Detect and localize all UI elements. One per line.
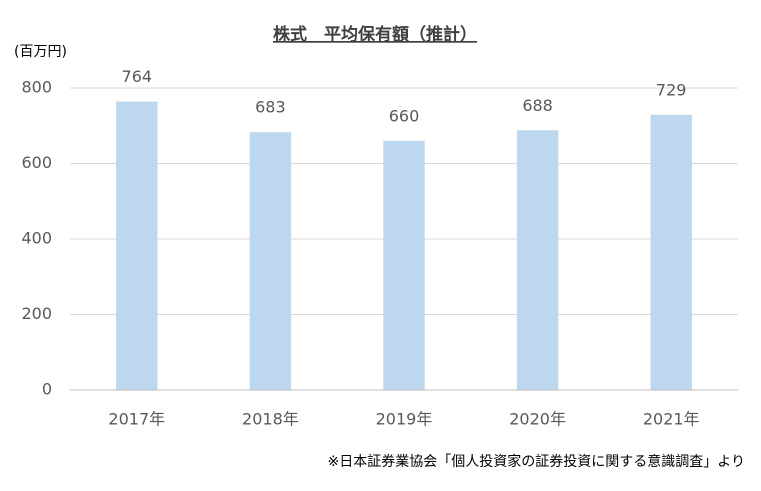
y-tick-label: 0 <box>42 380 52 399</box>
x-tick-label: 2020年 <box>509 410 566 429</box>
data-label: 688 <box>522 96 553 115</box>
data-label: 660 <box>389 106 420 125</box>
bar <box>116 101 158 390</box>
data-label: 683 <box>255 98 286 117</box>
chart-title: 株式 平均保有額（推計） <box>273 24 477 45</box>
x-tick-label: 2019年 <box>376 410 433 429</box>
x-tick-label: 2021年 <box>643 410 700 429</box>
x-tick-label: 2018年 <box>242 410 299 429</box>
bar <box>516 130 559 390</box>
x-tick-label: 2017年 <box>108 410 165 429</box>
data-label: 764 <box>122 67 153 86</box>
y-tick-label: 600 <box>21 153 52 172</box>
y-tick-label: 400 <box>21 229 52 248</box>
source-note: ※日本証券業協会「個人投資家の証券投資に関する意識調査」より <box>328 453 745 470</box>
y-tick-label: 200 <box>21 304 52 323</box>
bar <box>249 132 292 391</box>
data-label: 729 <box>656 80 687 99</box>
y-tick-label: 800 <box>21 78 52 97</box>
bar <box>383 140 425 390</box>
y-axis-label: (百万円) <box>14 44 67 60</box>
bar <box>650 114 692 391</box>
